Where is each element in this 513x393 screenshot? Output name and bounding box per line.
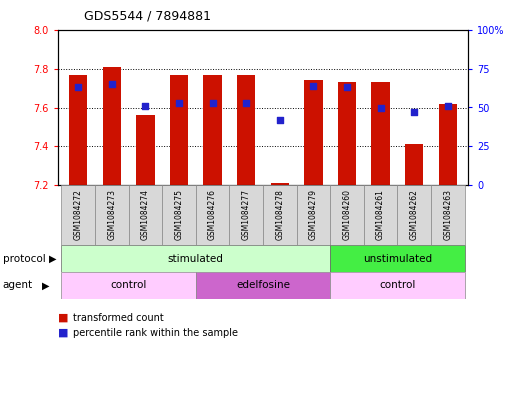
Text: GSM1084274: GSM1084274 [141, 189, 150, 241]
Bar [136, 115, 154, 185]
Bar [338, 82, 356, 185]
Text: ■: ■ [58, 313, 69, 323]
Text: stimulated: stimulated [168, 253, 224, 263]
Text: GSM1084263: GSM1084263 [443, 189, 452, 241]
Bar [69, 75, 87, 185]
Text: GSM1084260: GSM1084260 [343, 189, 351, 241]
Bar [297, 185, 330, 245]
Text: GSM1084273: GSM1084273 [107, 189, 116, 241]
Point [208, 100, 216, 106]
Bar [62, 245, 330, 272]
Text: GSM1084272: GSM1084272 [74, 189, 83, 241]
Text: GSM1084275: GSM1084275 [174, 189, 184, 241]
Bar [203, 75, 222, 185]
Point [410, 109, 418, 115]
Point [377, 105, 385, 111]
Bar [237, 75, 255, 185]
Bar [129, 185, 162, 245]
Text: GDS5544 / 7894881: GDS5544 / 7894881 [84, 9, 211, 22]
Point [74, 84, 82, 90]
Text: ■: ■ [58, 328, 69, 338]
Text: edelfosine: edelfosine [236, 281, 290, 290]
Bar [364, 185, 398, 245]
Bar [270, 183, 289, 185]
Bar [330, 245, 465, 272]
Bar [229, 185, 263, 245]
Point [141, 103, 149, 109]
Bar [62, 272, 196, 299]
Bar [103, 67, 121, 185]
Text: percentile rank within the sample: percentile rank within the sample [73, 328, 239, 338]
Text: GSM1084262: GSM1084262 [410, 189, 419, 241]
Bar [439, 104, 457, 185]
Text: protocol: protocol [3, 253, 45, 263]
Bar [162, 185, 196, 245]
Point [242, 100, 250, 106]
Bar [263, 185, 297, 245]
Text: control: control [110, 281, 147, 290]
Bar [196, 185, 229, 245]
Bar [371, 82, 390, 185]
Bar [304, 81, 323, 185]
Text: ▶: ▶ [49, 253, 56, 263]
Text: GSM1084276: GSM1084276 [208, 189, 217, 241]
Text: ▶: ▶ [42, 281, 50, 290]
Bar [95, 185, 129, 245]
Point [343, 84, 351, 90]
Text: GSM1084279: GSM1084279 [309, 189, 318, 241]
Text: unstimulated: unstimulated [363, 253, 432, 263]
Text: control: control [379, 281, 416, 290]
Text: transformed count: transformed count [73, 313, 164, 323]
Point [444, 103, 452, 109]
Text: agent: agent [3, 281, 33, 290]
Point [275, 117, 284, 123]
Point [108, 81, 116, 87]
Bar [62, 185, 95, 245]
Bar [330, 185, 364, 245]
Bar [431, 185, 465, 245]
Text: GSM1084261: GSM1084261 [376, 189, 385, 241]
Text: GSM1084277: GSM1084277 [242, 189, 251, 241]
Bar [398, 185, 431, 245]
Bar [196, 272, 330, 299]
Point [175, 100, 183, 106]
Bar [170, 75, 188, 185]
Bar [405, 144, 423, 185]
Bar [330, 272, 465, 299]
Text: GSM1084278: GSM1084278 [275, 189, 284, 241]
Point [309, 83, 318, 89]
